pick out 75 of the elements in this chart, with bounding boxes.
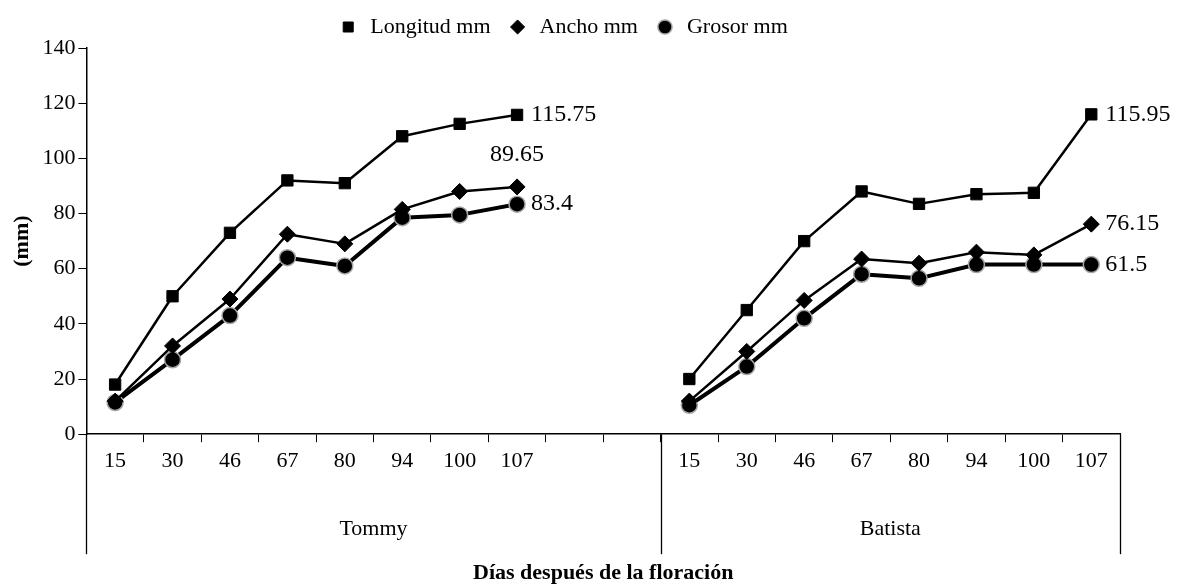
point — [740, 303, 753, 317]
legend-label: Longitud mm — [370, 12, 491, 38]
point — [912, 197, 926, 211]
point — [451, 182, 469, 200]
x-tick-label: 15 — [104, 447, 127, 473]
data-label: 83.4 — [531, 189, 574, 216]
point — [336, 257, 354, 275]
x-tick-label: 100 — [1017, 447, 1051, 473]
point — [798, 234, 811, 248]
point — [683, 372, 696, 386]
point — [508, 178, 526, 196]
y-axis-title: (mm) — [7, 215, 33, 267]
point — [108, 378, 122, 391]
data-label: 76.15 — [1105, 209, 1160, 236]
point — [795, 291, 813, 309]
x-axis-title: Días después de la floración — [473, 559, 734, 585]
text: Batista — [859, 514, 922, 540]
x-tick-label: 94 — [965, 447, 988, 473]
point — [1027, 186, 1041, 199]
point — [166, 290, 179, 303]
point — [223, 226, 237, 239]
point — [852, 265, 871, 283]
point — [855, 185, 868, 198]
legend-label: Ancho mm — [539, 12, 638, 38]
point — [738, 342, 756, 360]
point — [278, 248, 297, 267]
point — [221, 306, 239, 325]
y-tick-label: 140 — [42, 33, 76, 59]
y-tick-label: 20 — [53, 364, 76, 390]
point — [1085, 108, 1098, 121]
point — [738, 357, 756, 376]
x-tick-label: 107 — [500, 447, 534, 473]
y-tick-label: 80 — [53, 199, 76, 225]
data-label: 115.95 — [1105, 99, 1171, 126]
y-tick-label: 100 — [42, 144, 76, 170]
point — [910, 269, 928, 288]
point — [1082, 255, 1101, 274]
x-tick-label: 100 — [443, 447, 477, 473]
point — [281, 174, 294, 187]
point — [278, 225, 296, 243]
point — [910, 254, 928, 272]
y-tick-label: 60 — [53, 254, 76, 280]
x-tick-label: 46 — [793, 447, 816, 473]
x-tick-label: 15 — [678, 447, 701, 473]
data-label: 115.75 — [531, 100, 597, 127]
x-tick-label: 46 — [218, 447, 241, 473]
point — [795, 309, 813, 328]
point — [221, 290, 239, 308]
x-tick-label: 67 — [276, 447, 299, 473]
legend-label: Grosor mm — [686, 12, 788, 38]
point — [336, 235, 354, 253]
point — [853, 250, 871, 268]
y-tick-label: 40 — [53, 309, 76, 335]
x-tick-label: 107 — [1074, 447, 1108, 473]
y-tick-label: 120 — [42, 88, 76, 114]
point — [164, 337, 182, 355]
text: Tommy — [339, 514, 408, 540]
x-tick-label: 80 — [908, 447, 931, 473]
point — [510, 108, 524, 122]
point — [453, 117, 466, 131]
point — [338, 177, 351, 190]
x-tick-label: 30 — [735, 447, 758, 473]
x-tick-label: 80 — [333, 447, 356, 473]
x-tick-label: 30 — [161, 447, 184, 473]
data-label: 61.5 — [1105, 249, 1148, 276]
y-tick-label: 0 — [64, 419, 76, 445]
point — [1082, 215, 1100, 233]
point — [163, 350, 182, 369]
point — [450, 206, 469, 224]
x-tick-label: 94 — [391, 447, 414, 473]
point — [396, 130, 409, 143]
point — [508, 195, 526, 213]
point — [970, 188, 983, 201]
data-label: 89.65 — [490, 140, 545, 167]
x-tick-label: 67 — [850, 447, 873, 473]
